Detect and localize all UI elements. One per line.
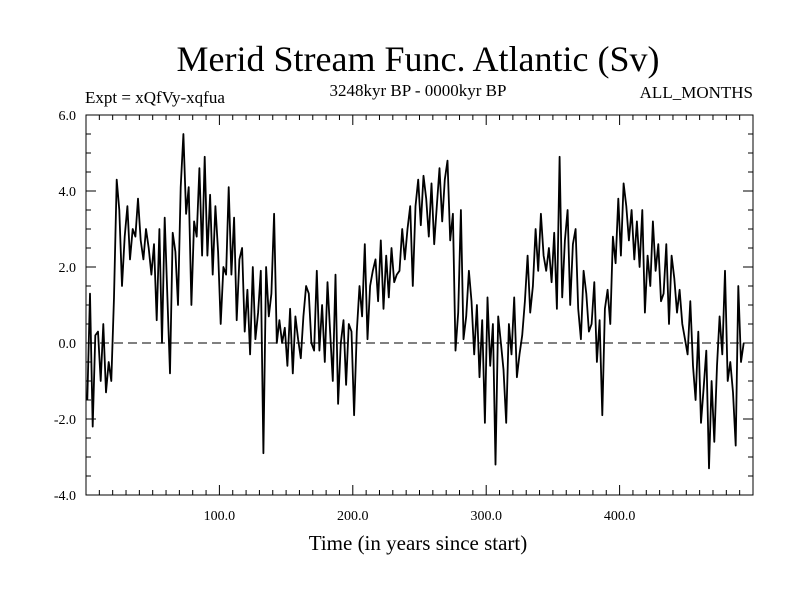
y-tick-label: 0.0 bbox=[59, 337, 77, 352]
y-axis: -4.0 -2.0 0.0 2.0 4.0 6.0 bbox=[54, 109, 753, 504]
x-tick-label: 400.0 bbox=[604, 509, 636, 524]
expt-label: Expt = xQfVy-xqfua bbox=[85, 88, 225, 107]
x-tick-label: 300.0 bbox=[470, 509, 502, 524]
plot-frame bbox=[85, 114, 754, 496]
y-tick-label: 4.0 bbox=[59, 185, 77, 200]
y-tick-label: 2.0 bbox=[59, 261, 77, 276]
series-line bbox=[86, 133, 745, 470]
x-tick-label: 100.0 bbox=[204, 509, 236, 524]
y-tick-label: 6.0 bbox=[59, 109, 77, 124]
y-tick-label: -4.0 bbox=[54, 489, 76, 504]
chart-title: Merid Stream Func. Atlantic (Sv) bbox=[177, 39, 660, 79]
time-range-label: 3248kyr BP - 0000kyr BP bbox=[330, 81, 507, 100]
months-label: ALL_MONTHS bbox=[640, 83, 753, 102]
x-axis-label: Time (in years since start) bbox=[309, 531, 528, 555]
x-tick-label: 200.0 bbox=[337, 509, 369, 524]
x-axis: 100.0 200.0 300.0 400.0 bbox=[98, 115, 741, 524]
y-tick-label: -2.0 bbox=[54, 413, 76, 428]
